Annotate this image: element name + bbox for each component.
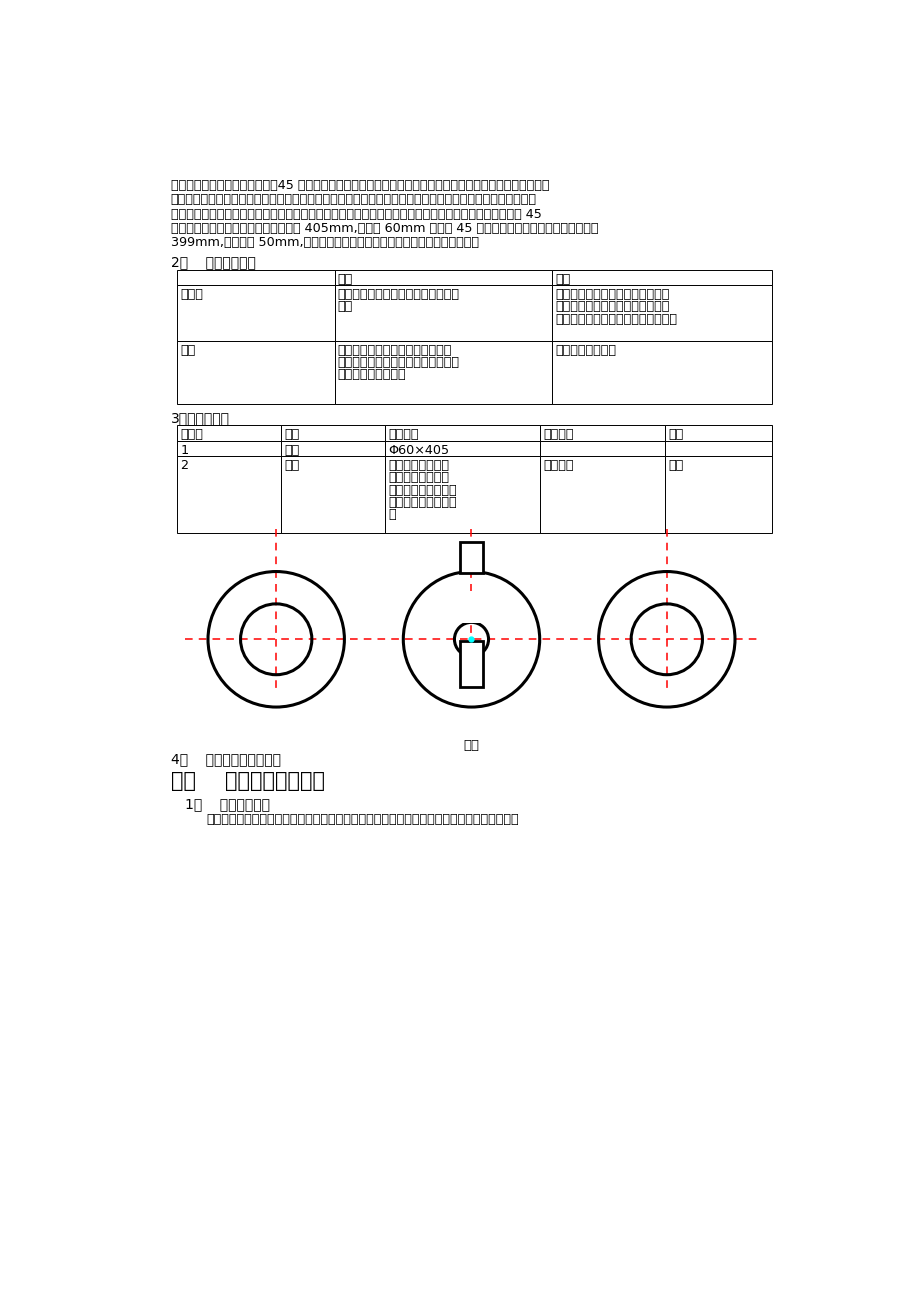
Text: 工序号: 工序号 bbox=[180, 428, 203, 441]
Text: 轴类零件通常选择圆钢和锻件。45 钢是轴类零件的常用材料，它价格廉价，经过调质（或正火）后，可得到较: 轴类零件通常选择圆钢和锻件。45 钢是轴类零件的常用材料，它价格廉价，经过调质（… bbox=[171, 180, 549, 193]
Text: 向尺寸减小，长度增: 向尺寸减小，长度增 bbox=[388, 496, 457, 509]
Text: 对机械设备要求高: 对机械设备要求高 bbox=[554, 343, 616, 356]
Bar bbox=[551, 341, 771, 403]
Bar bbox=[455, 591, 487, 623]
Text: 操作者的技术来控制，因此锻件尺: 操作者的技术来控制，因此锻件尺 bbox=[554, 301, 669, 314]
Bar bbox=[460, 543, 482, 572]
Bar bbox=[539, 425, 664, 441]
Text: 自由锻: 自由锻 bbox=[180, 289, 203, 301]
Text: 与一般锻压加工方法相比拟具有生: 与一般锻压加工方法相比拟具有生 bbox=[337, 343, 452, 356]
Bar bbox=[664, 441, 771, 457]
Bar bbox=[176, 425, 281, 441]
Bar bbox=[335, 341, 551, 403]
Text: 轧制: 轧制 bbox=[180, 343, 195, 356]
Bar bbox=[281, 425, 385, 441]
Text: 2、    生产方法确定: 2、 生产方法确定 bbox=[171, 255, 255, 269]
Text: 产效率高，产品质量好，本钱低，并: 产效率高，产品质量好，本钱低，并 bbox=[337, 356, 460, 369]
Bar bbox=[385, 457, 539, 533]
Text: 下料: 下料 bbox=[284, 444, 300, 457]
Bar bbox=[176, 441, 281, 457]
Bar bbox=[176, 341, 335, 403]
Bar bbox=[281, 441, 385, 457]
Text: 由于自由锻件的形状和尺寸主要由: 由于自由锻件的形状和尺寸主要由 bbox=[554, 289, 669, 301]
Text: 优点: 优点 bbox=[337, 273, 353, 286]
Text: 轧机: 轧机 bbox=[667, 459, 683, 472]
Bar bbox=[551, 285, 771, 341]
Bar bbox=[335, 285, 551, 341]
Bar bbox=[551, 269, 771, 285]
Text: 寸精度差，加工余量大，生产效率低: 寸精度差，加工余量大，生产效率低 bbox=[554, 312, 676, 325]
Bar bbox=[664, 457, 771, 533]
Text: 399mm,最大半径 50mm,要留一定的加工余量，又为了尽量减少材料的浪费。: 399mm,最大半径 50mm,要留一定的加工余量，又为了尽量减少材料的浪费。 bbox=[171, 237, 478, 250]
Text: 工序内容: 工序内容 bbox=[388, 428, 418, 441]
Text: 的平行辊对坯料进: 的平行辊对坯料进 bbox=[388, 471, 449, 484]
Text: 轧制: 轧制 bbox=[284, 459, 300, 472]
Text: Φ60×405: Φ60×405 bbox=[388, 444, 449, 457]
Text: 行轧制，使坯料的径: 行轧制，使坯料的径 bbox=[388, 484, 457, 497]
Text: 钱低: 钱低 bbox=[337, 301, 353, 314]
Text: 加工简图: 加工简图 bbox=[542, 428, 573, 441]
Text: 1、    确定定位基准: 1、 确定定位基准 bbox=[185, 798, 269, 811]
Text: 三、    机械加工方案分析: 三、 机械加工方案分析 bbox=[171, 771, 324, 791]
Text: 轧圆钢料。直径相差悬殊的阶梯轴，为了节省材料，减少机加工工时，多采用锻件。本下压短轴，材料为 45: 轧圆钢料。直径相差悬殊的阶梯轴，为了节省材料，减少机加工工时，多采用锻件。本下压… bbox=[171, 208, 541, 221]
Text: 可大大减少金属消耗: 可大大减少金属消耗 bbox=[337, 368, 406, 381]
Text: 4、    工艺参数确定如图：: 4、 工艺参数确定如图： bbox=[171, 752, 280, 766]
Text: 该轴的几个主要配合外表及轴肩面对基准轴线均有径向圆跳动和端面圆跳动，这又是实心轴，: 该轴的几个主要配合外表及轴肩面对基准轴线均有径向圆跳动和端面圆跳动，这又是实心轴… bbox=[206, 813, 518, 826]
Text: 轧制: 轧制 bbox=[463, 739, 479, 752]
Bar bbox=[176, 457, 281, 533]
Bar bbox=[460, 641, 482, 687]
Text: 见下列图: 见下列图 bbox=[542, 459, 573, 472]
Text: 3、绘制工艺图: 3、绘制工艺图 bbox=[171, 411, 230, 425]
Text: 工艺灵活，设备和工具通用性强，本: 工艺灵活，设备和工具通用性强，本 bbox=[337, 289, 460, 301]
Bar bbox=[176, 285, 335, 341]
Text: 好的切削性质，而且能获得较高的强度和韧性等综合机械性能。对于直径相差不大的阶梯轴，多采用热轧或冷: 好的切削性质，而且能获得较高的强度和韧性等综合机械性能。对于直径相差不大的阶梯轴… bbox=[171, 194, 536, 207]
Bar bbox=[176, 269, 335, 285]
Text: 缺点: 缺点 bbox=[554, 273, 570, 286]
Text: 设备: 设备 bbox=[667, 428, 683, 441]
Bar bbox=[281, 457, 385, 533]
Text: 加: 加 bbox=[388, 509, 395, 522]
Text: 靠两个做同向旋转: 靠两个做同向旋转 bbox=[388, 459, 449, 472]
Text: 1: 1 bbox=[180, 444, 188, 457]
Bar bbox=[385, 441, 539, 457]
Bar bbox=[539, 457, 664, 533]
Text: 工种: 工种 bbox=[284, 428, 300, 441]
Bar bbox=[335, 269, 551, 285]
Text: 2: 2 bbox=[180, 459, 187, 472]
Bar bbox=[385, 425, 539, 441]
Bar bbox=[539, 441, 664, 457]
Bar bbox=[664, 425, 771, 441]
Text: 号钢，各外圆直径相差不大，选择长为 405mm,直径为 60mm 材质为 45 号钢的棒料。这是因为加工的轴承为: 号钢，各外圆直径相差不大，选择长为 405mm,直径为 60mm 材质为 45 … bbox=[171, 222, 597, 235]
